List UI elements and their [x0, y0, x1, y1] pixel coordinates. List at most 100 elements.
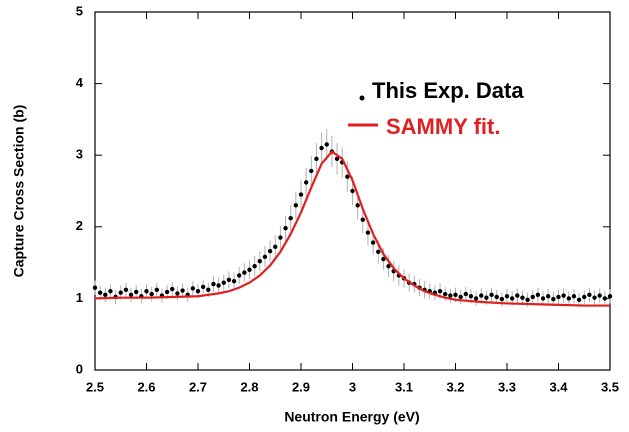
data-point	[494, 294, 499, 300]
data-point	[319, 145, 324, 151]
data-point	[108, 289, 113, 294]
data-point	[226, 277, 232, 282]
y-tick-label: 1	[76, 290, 83, 305]
x-tick-label: 2.7	[189, 379, 207, 394]
data-point	[597, 293, 602, 298]
data-point	[381, 256, 386, 262]
data-point	[257, 258, 262, 264]
data-point	[509, 296, 515, 301]
data-point	[535, 292, 541, 298]
data-point	[370, 240, 376, 245]
data-point	[437, 289, 443, 294]
data-point	[324, 142, 329, 147]
data-point	[216, 283, 221, 288]
data-point	[360, 217, 365, 222]
data-point	[443, 291, 448, 297]
data-point	[231, 279, 237, 284]
x-tick-label: 2.5	[86, 379, 104, 394]
data-point	[267, 248, 273, 254]
data-point	[448, 293, 453, 298]
data-point	[252, 263, 257, 269]
data-point	[314, 156, 319, 161]
data-point	[551, 296, 556, 302]
data-point	[211, 281, 216, 287]
data-point	[607, 294, 613, 299]
data-point	[525, 297, 530, 303]
legend-label: This Exp. Data	[372, 78, 524, 103]
data-point	[365, 230, 371, 235]
data-point	[170, 286, 175, 292]
data-point	[453, 292, 458, 298]
x-tick-label: 3	[349, 379, 356, 394]
data-point	[499, 296, 505, 302]
x-axis-label: Neutron Energy (eV)	[284, 409, 419, 425]
data-point	[242, 270, 247, 275]
data-point	[489, 292, 494, 298]
fit-line	[94, 150, 610, 307]
x-tick-label: 3.1	[395, 379, 413, 394]
data-point	[345, 174, 350, 179]
x-tick-label: 3.5	[601, 379, 619, 394]
data-point	[350, 188, 355, 194]
legend-marker	[359, 95, 365, 101]
y-tick-label: 2	[76, 218, 83, 233]
data-point	[97, 290, 103, 295]
data-point	[206, 287, 211, 293]
data-point	[195, 289, 201, 294]
x-tick-label: 3.2	[446, 379, 464, 394]
y-tick-label: 3	[76, 147, 83, 162]
data-point	[561, 293, 566, 298]
data-point	[123, 287, 129, 293]
data-point	[376, 249, 381, 255]
data-point	[154, 287, 159, 293]
data-point	[303, 180, 309, 185]
data-point	[278, 235, 283, 240]
y-tick-label: 0	[76, 361, 83, 376]
data-point	[530, 294, 535, 300]
data-point	[592, 295, 597, 300]
data-point	[576, 297, 582, 303]
data-point	[288, 216, 293, 221]
y-axis-label: Capture Cross Section (b)	[11, 105, 27, 278]
data-point	[247, 267, 252, 272]
x-tick-label: 2.9	[292, 379, 310, 394]
data-point	[582, 294, 587, 300]
x-tick-label: 2.8	[240, 379, 258, 394]
data-point	[273, 244, 278, 250]
data-point	[355, 203, 360, 208]
data-point	[484, 295, 489, 300]
data-point	[334, 156, 340, 161]
data-point	[283, 226, 288, 231]
data-point	[587, 292, 592, 298]
data-point	[515, 293, 520, 298]
data-point	[221, 280, 226, 285]
data-point	[602, 296, 608, 301]
data-point	[463, 291, 468, 297]
data-point	[458, 294, 463, 300]
data-point	[298, 192, 304, 197]
data-point	[540, 296, 546, 301]
x-tick-label: 3.4	[549, 379, 568, 394]
data-point	[468, 294, 474, 299]
data-point	[92, 285, 98, 290]
data-point	[386, 263, 391, 269]
data-point	[473, 296, 479, 301]
y-tick-label: 5	[76, 3, 83, 18]
data-point	[520, 295, 525, 300]
y-tick-label: 4	[76, 75, 84, 90]
data-point	[504, 294, 510, 299]
x-tick-label: 3.3	[498, 379, 516, 394]
data-point	[556, 294, 561, 300]
data-point	[571, 294, 577, 299]
data-point	[237, 273, 242, 278]
data-point	[180, 288, 185, 293]
data-point	[566, 296, 571, 301]
data-point	[262, 254, 268, 260]
data-point	[103, 292, 108, 298]
data-point	[200, 284, 206, 290]
data-point	[128, 292, 134, 298]
data-point	[134, 289, 139, 295]
data-point	[293, 203, 299, 208]
data-point	[190, 286, 196, 291]
